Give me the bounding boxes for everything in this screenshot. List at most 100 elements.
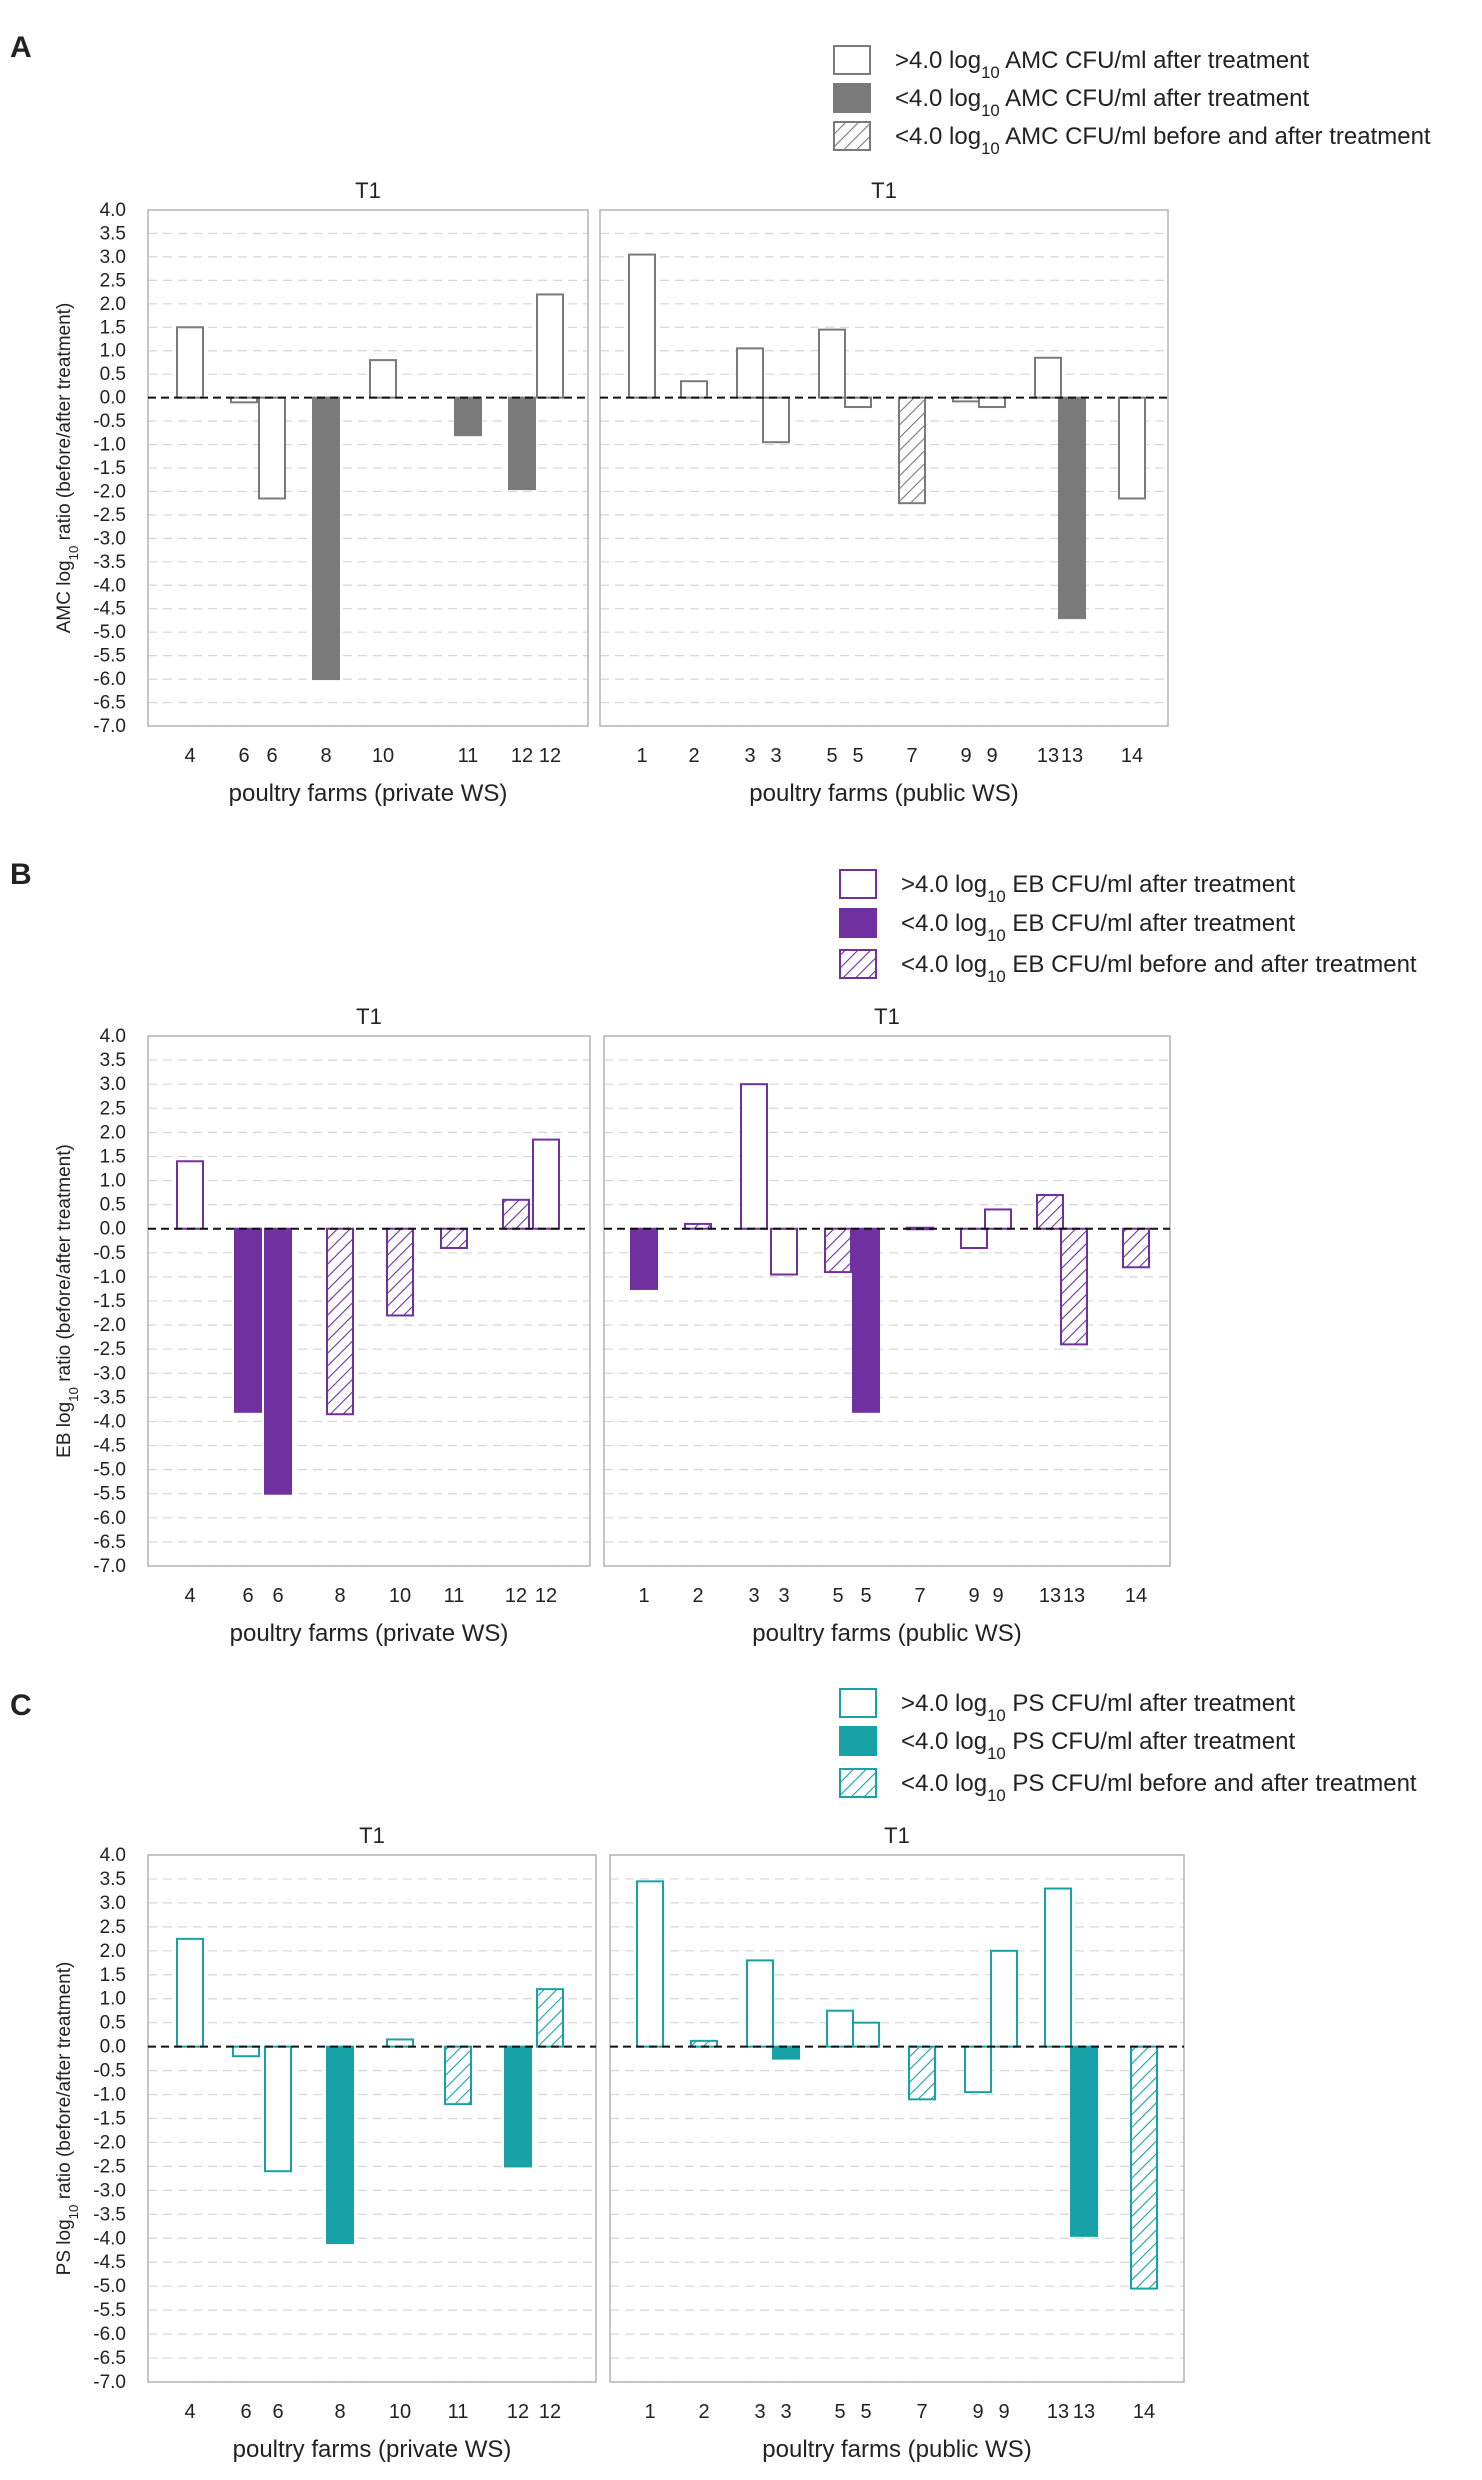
bar-8-filled: [312, 396, 340, 681]
x-tick-label: 1: [636, 745, 647, 767]
y-tick-label: -5.5: [93, 2300, 126, 2321]
legend-swatch-hatched: [839, 949, 877, 979]
y-tick-label: -1.0: [93, 435, 126, 456]
bar-10-open: [369, 359, 397, 399]
bar-12-hatched: [502, 1198, 530, 1230]
panel-C: C >4.0 log10 PS CFU/ml after treatment<4.…: [10, 1688, 1417, 2463]
x-tick-label: 12: [535, 1585, 557, 1607]
legend-label-hatched: <4.0 log10 EB CFU/ml before and after tr…: [901, 951, 1417, 986]
x-tick-label: 5: [832, 1585, 843, 1607]
y-tick-label: -1.5: [93, 1291, 126, 1312]
x-tick-label: 12: [505, 1585, 527, 1607]
bar-6-open: [264, 2045, 292, 2173]
y-tick-label: 0.0: [100, 1219, 126, 1240]
legend-swatch-hatched: [839, 1768, 877, 1798]
y-tick-label: 2.0: [100, 294, 126, 315]
bar-11-hatched: [444, 2045, 472, 2106]
subplot-title: T1: [356, 1004, 382, 1029]
bar-12-open: [532, 1138, 560, 1230]
x-tick-label: 9: [992, 1585, 1003, 1607]
y-tick-label: -1.0: [93, 2085, 126, 2106]
x-tick-label: 6: [240, 2401, 251, 2423]
bar-11-filled: [454, 396, 482, 437]
y-tick-label: -3.5: [93, 552, 126, 573]
bar-13-filled: [1058, 396, 1086, 620]
y-tick-label: 1.5: [100, 317, 126, 338]
y-tick-label: 3.0: [100, 247, 126, 268]
y-tick-label: 0.5: [100, 2013, 126, 2034]
legend-swatch-filled: [839, 908, 877, 938]
bar-13-hatched: [1060, 1227, 1088, 1346]
bar-12-filled: [508, 396, 536, 491]
x-tick-label: 6: [238, 745, 249, 767]
bar-3-open: [762, 396, 790, 444]
bar-1-open: [636, 1880, 664, 2048]
panel-A: A >4.0 log10 AMC CFU/ml after treatment <4…: [10, 31, 1431, 807]
panel-letter: A: [10, 31, 32, 64]
x-axis-label: poultry farms (public WS): [749, 780, 1018, 807]
y-tick-label: -5.5: [93, 646, 126, 667]
bar-9-open: [990, 1949, 1018, 2048]
panel-letter: C: [10, 1689, 32, 1722]
plot-frame: [147, 209, 589, 727]
x-tick-label: 6: [242, 1585, 253, 1607]
y-tick-label: 2.5: [100, 270, 126, 291]
y-tick-label: -2.0: [93, 1315, 126, 1336]
legend-label-filled: <4.0 log10 EB CFU/ml after treatment: [901, 910, 1295, 945]
x-tick-label: 14: [1125, 1585, 1147, 1607]
x-tick-label: 5: [826, 745, 837, 767]
x-tick-label: 9: [986, 745, 997, 767]
y-tick-label: 1.0: [100, 341, 126, 362]
legend-swatch-open: [839, 1688, 877, 1718]
x-tick-label: 5: [860, 1585, 871, 1607]
x-tick-label: 1: [644, 2401, 655, 2423]
x-tick-label: 12: [539, 2401, 561, 2423]
y-tick-label: -6.5: [93, 1532, 126, 1553]
bar-3-open: [736, 347, 764, 399]
y-tick-label: 4.0: [100, 200, 126, 221]
y-tick-label: -6.0: [93, 2324, 126, 2345]
bar-5-open: [844, 396, 872, 409]
legend-label-open: >4.0 log10 PS CFU/ml after treatment: [901, 1690, 1295, 1725]
y-tick-label: 3.5: [100, 1869, 126, 1890]
y-tick-label: 2.0: [100, 1941, 126, 1962]
y-tick-label: -0.5: [93, 411, 126, 432]
bar-10-open: [386, 2038, 414, 2048]
x-tick-label: 12: [539, 745, 561, 767]
x-tick-label: 2: [688, 745, 699, 767]
x-tick-label: 7: [906, 745, 917, 767]
legend-label-hatched: <4.0 log10 AMC CFU/ml before and after t…: [895, 123, 1431, 158]
x-tick-label: 8: [334, 1585, 345, 1607]
x-tick-label: 4: [184, 745, 195, 767]
x-tick-label: 3: [744, 745, 755, 767]
bar-9-open: [978, 396, 1006, 409]
bar-5-hatched: [824, 1227, 852, 1274]
x-tick-label: 5: [860, 2401, 871, 2423]
x-tick-label: 10: [389, 1585, 411, 1607]
bar-4-open: [176, 326, 204, 399]
x-tick-label: 6: [266, 745, 277, 767]
bar-6-filled: [264, 1227, 292, 1495]
bar-6-open: [258, 396, 286, 500]
x-tick-label: 14: [1121, 745, 1143, 767]
x-tick-label: 9: [998, 2401, 1009, 2423]
y-tick-label: -6.0: [93, 1508, 126, 1529]
y-tick-label: 2.5: [100, 1917, 126, 1938]
plot-frame: [603, 1035, 1171, 1567]
subplot-public: T1 1 2 3 3 5 5 7 9 9 13 13 14 poultry farms (public W…: [599, 178, 1169, 807]
x-tick-label: 9: [960, 745, 971, 767]
bar-12-hatched: [536, 1988, 564, 2048]
bar-11-hatched: [440, 1227, 468, 1250]
bar-14-open: [1118, 396, 1146, 500]
x-tick-label: 7: [916, 2401, 927, 2423]
x-tick-label: 13: [1037, 745, 1059, 767]
legend-label-open: >4.0 log10 AMC CFU/ml after treatment: [895, 47, 1309, 82]
bar-6-open: [232, 2045, 260, 2058]
y-tick-label: 4.0: [100, 1026, 126, 1047]
bar-4-open: [176, 1937, 204, 2048]
x-tick-label: 3: [780, 2401, 791, 2423]
y-tick-label: -6.0: [93, 669, 126, 690]
legend-label-filled: <4.0 log10 PS CFU/ml after treatment: [901, 1728, 1295, 1763]
